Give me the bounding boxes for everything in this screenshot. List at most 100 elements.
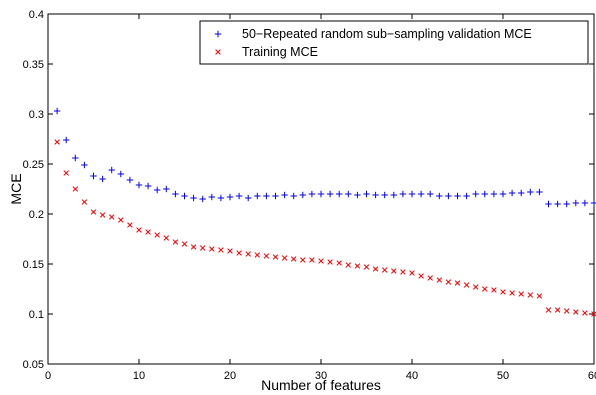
y-tick-label: 0.2 bbox=[29, 209, 44, 221]
training-point bbox=[245, 251, 251, 257]
training-point bbox=[381, 267, 388, 273]
training-point bbox=[190, 244, 197, 250]
training-point bbox=[290, 256, 297, 262]
validation-point bbox=[190, 194, 197, 202]
validation-point bbox=[81, 161, 88, 169]
validation-point bbox=[53, 107, 61, 115]
legend-cross-icon bbox=[215, 49, 221, 55]
legend-marker-training bbox=[215, 49, 221, 55]
training-point bbox=[218, 247, 224, 253]
training-point bbox=[163, 235, 170, 241]
plot-area bbox=[47, 13, 595, 365]
validation-point bbox=[90, 172, 97, 180]
training-point bbox=[118, 217, 124, 223]
validation-point bbox=[254, 192, 261, 200]
validation-point bbox=[290, 192, 297, 200]
validation-point bbox=[463, 192, 470, 200]
legend: 50−Repeated random sub−sampling validati… bbox=[199, 20, 589, 65]
training-point bbox=[336, 260, 342, 266]
training-point bbox=[354, 263, 361, 269]
training-point bbox=[99, 212, 106, 218]
y-axis-label: MCE bbox=[8, 173, 24, 204]
training-point bbox=[72, 186, 79, 192]
training-point bbox=[418, 273, 424, 279]
x-tick-label: 60 bbox=[588, 370, 596, 382]
training-point bbox=[518, 291, 524, 297]
training-point bbox=[327, 259, 333, 265]
x-tick-label: 20 bbox=[224, 370, 236, 382]
training-point bbox=[263, 253, 270, 259]
x-tick-label: 40 bbox=[406, 370, 418, 382]
training-point bbox=[309, 257, 315, 263]
validation-point bbox=[199, 195, 206, 203]
validation-point bbox=[581, 199, 589, 207]
validation-point bbox=[226, 193, 234, 201]
validation-point bbox=[572, 199, 579, 207]
validation-point bbox=[317, 190, 325, 198]
validation-point bbox=[208, 193, 215, 201]
training-point bbox=[318, 258, 324, 264]
validation-point bbox=[326, 190, 334, 198]
validation-point bbox=[272, 192, 279, 200]
validation-point bbox=[135, 181, 143, 189]
validation-point bbox=[245, 194, 252, 202]
validation-point bbox=[408, 190, 416, 198]
legend-label-validation: 50−Repeated random sub−sampling validati… bbox=[242, 27, 532, 41]
training-point bbox=[136, 227, 142, 233]
training-point bbox=[54, 139, 60, 145]
legend-label-training: Training MCE bbox=[242, 45, 318, 59]
training-point bbox=[536, 293, 543, 299]
training-point bbox=[209, 246, 215, 252]
validation-point bbox=[481, 190, 488, 198]
axis-ticks: 0 10 20 30 40 50 60 0.05 0.1 0.15 0.2 0.25 0.3 0.35 0.… bbox=[23, 9, 596, 382]
validation-point bbox=[281, 191, 288, 199]
validation-point bbox=[472, 190, 479, 198]
training-point bbox=[236, 250, 242, 256]
training-point bbox=[527, 292, 534, 298]
training-point bbox=[90, 209, 97, 215]
validation-point bbox=[563, 200, 570, 208]
validation-point bbox=[235, 192, 243, 200]
y-tick-label: 0.05 bbox=[23, 359, 44, 371]
x-tick-label: 0 bbox=[45, 370, 51, 382]
validation-point bbox=[72, 154, 79, 162]
training-point bbox=[281, 255, 288, 261]
training-point bbox=[372, 266, 379, 272]
training-point bbox=[81, 199, 88, 205]
training-point bbox=[436, 277, 443, 283]
validation-point bbox=[144, 182, 152, 190]
training-point bbox=[500, 289, 506, 295]
training-point bbox=[227, 248, 233, 254]
training-point bbox=[509, 290, 515, 296]
training-point bbox=[563, 308, 570, 314]
validation-point bbox=[399, 190, 407, 198]
training-point bbox=[427, 275, 433, 281]
training-point bbox=[445, 279, 452, 285]
validation-point bbox=[590, 199, 596, 207]
y-tick-label: 0.4 bbox=[29, 9, 44, 21]
training-point bbox=[154, 232, 160, 238]
validation-point bbox=[181, 192, 188, 200]
validation-point bbox=[372, 191, 379, 199]
y-tick-label: 0.1 bbox=[29, 309, 44, 321]
training-point bbox=[409, 270, 415, 276]
data-marks bbox=[53, 107, 596, 317]
validation-point bbox=[117, 170, 124, 178]
training-point bbox=[545, 307, 552, 313]
legend-plus-icon bbox=[214, 30, 222, 38]
training-point bbox=[582, 310, 588, 316]
training-point bbox=[199, 245, 206, 251]
validation-point bbox=[126, 176, 134, 184]
validation-point bbox=[63, 136, 70, 144]
validation-point bbox=[381, 191, 388, 199]
training-point bbox=[108, 214, 115, 220]
x-axis-label: Number of features bbox=[261, 377, 381, 393]
validation-point bbox=[154, 186, 161, 194]
training-point bbox=[345, 262, 352, 268]
x-tick-label: 30 bbox=[315, 370, 327, 382]
y-tick-label: 0.25 bbox=[23, 159, 44, 171]
validation-point bbox=[490, 190, 498, 198]
validation-point bbox=[417, 190, 425, 198]
training-point bbox=[181, 241, 188, 247]
